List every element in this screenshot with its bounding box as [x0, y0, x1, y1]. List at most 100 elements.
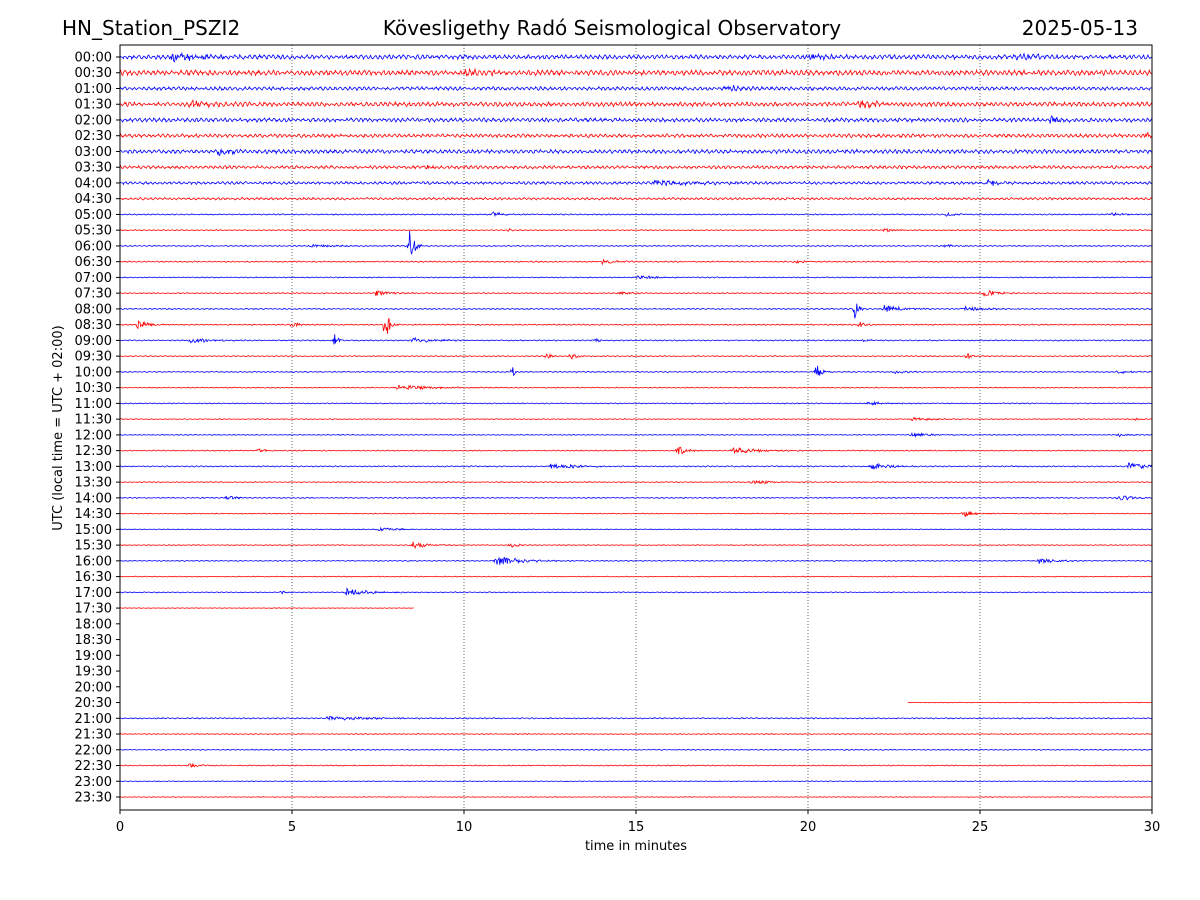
trace-2200 [119, 748, 1152, 751]
y-tick-label: 22:00 [75, 743, 112, 758]
y-tick-label: 12:30 [75, 444, 112, 459]
y-tick-label: 15:00 [75, 523, 112, 538]
y-tick-label: 19:30 [75, 665, 112, 680]
trace-0400 [119, 178, 1153, 187]
trace-2130 [119, 733, 1153, 735]
y-tick-label: 16:00 [75, 554, 112, 569]
y-tick-label: 07:30 [75, 287, 112, 302]
y-tick-label: 07:00 [75, 271, 112, 286]
y-tick-label: 21:30 [75, 728, 112, 743]
trace-1000 [119, 365, 1153, 377]
x-tick-label: 20 [800, 820, 817, 835]
y-tick-label: 20:00 [75, 680, 112, 695]
trace-0430 [119, 196, 1153, 201]
trace-1530 [119, 541, 1153, 550]
trace-0330 [119, 164, 1153, 171]
y-tick-label: 22:30 [75, 759, 112, 774]
trace-0600 [119, 230, 1152, 255]
station-name: HN_Station_PSZI2 [62, 16, 241, 40]
trace-1130 [119, 416, 1152, 422]
y-tick-label: 19:00 [75, 649, 112, 664]
y-tick-label: 05:00 [75, 208, 112, 223]
y-tick-label: 04:30 [75, 192, 112, 207]
y-tick-label: 16:30 [75, 570, 112, 585]
y-tick-label: 21:00 [75, 712, 112, 727]
y-tick-label: 10:00 [75, 365, 112, 380]
x-tick-label: 0 [116, 820, 124, 835]
y-tick-label: 02:00 [75, 113, 112, 128]
y-tick-label: 18:00 [75, 617, 112, 632]
x-axis-label: time in minutes [585, 839, 687, 854]
trace-2300 [119, 780, 1153, 783]
y-tick-label: 05:30 [75, 224, 112, 239]
trace-0200 [119, 115, 1153, 124]
trace-0900 [119, 334, 1153, 345]
y-tick-label: 12:00 [75, 428, 112, 443]
y-tick-label: 14:00 [75, 491, 112, 506]
y-tick-label: 14:30 [75, 507, 112, 522]
x-tick-label: 30 [1144, 820, 1161, 835]
y-tick-label: 06:30 [75, 255, 112, 270]
trace-2330 [119, 796, 1153, 798]
trace-0930 [119, 352, 1153, 360]
x-tick-label: 5 [288, 820, 296, 835]
x-tick-label: 10 [456, 820, 473, 835]
x-tick-label: 25 [972, 820, 989, 835]
y-tick-label: 23:30 [75, 791, 112, 806]
trace-2030 [907, 701, 1152, 704]
trace-0500 [119, 211, 1153, 218]
y-tick-label: 08:30 [75, 318, 112, 333]
trace-1500 [119, 526, 1153, 532]
trace-1300 [119, 462, 1153, 471]
trace-0300 [119, 148, 1153, 156]
y-tick-label: 00:00 [75, 51, 112, 66]
y-tick-label: 13:00 [75, 460, 112, 475]
trace-0230 [119, 131, 1153, 139]
trace-0700 [119, 275, 1153, 280]
trace-2230 [119, 762, 1152, 768]
y-tick-label: 06:00 [75, 239, 112, 254]
y-tick-label: 09:00 [75, 334, 112, 349]
y-tick-label: 17:00 [75, 586, 112, 601]
y-tick-label: 02:30 [75, 129, 112, 144]
trace-0130 [119, 98, 1153, 109]
trace-0630 [120, 258, 1153, 266]
trace-0100 [119, 85, 1153, 92]
trace-0830 [120, 317, 1152, 334]
y-tick-label: 10:30 [75, 381, 112, 396]
y-tick-label: 18:30 [75, 633, 112, 648]
y-tick-label: 11:30 [75, 413, 112, 428]
trace-1030 [119, 384, 1153, 391]
trace-1330 [119, 479, 1153, 485]
trace-1600 [119, 556, 1152, 565]
y-tick-label: 03:00 [75, 145, 112, 160]
y-tick-label: 04:00 [75, 176, 112, 191]
chart-date: 2025-05-13 [1021, 16, 1138, 40]
y-axis-label: UTC (local time = UTC + 02:00) [51, 325, 66, 530]
y-tick-label: 01:30 [75, 98, 112, 113]
trace-0530 [119, 227, 1153, 233]
trace-0730 [119, 289, 1153, 297]
y-tick-label: 00:30 [75, 66, 112, 81]
y-tick-label: 15:30 [75, 539, 112, 554]
y-tick-label: 08:00 [75, 302, 112, 317]
chart-title: Kövesligethy Radó Seismological Observat… [382, 16, 842, 40]
y-tick-label: 03:30 [75, 161, 112, 176]
trace-1430 [119, 510, 1153, 517]
trace-1700 [119, 587, 1153, 596]
trace-1200 [119, 431, 1153, 439]
y-tick-label: 11:00 [75, 397, 112, 412]
trace-2100 [119, 715, 1153, 721]
trace-0030 [119, 67, 1153, 78]
trace-1400 [119, 495, 1153, 501]
y-tick-label: 23:00 [75, 775, 112, 790]
trace-1630 [119, 575, 1153, 578]
y-tick-label: 20:30 [75, 696, 112, 711]
y-tick-label: 13:30 [75, 476, 112, 491]
y-tick-label: 09:30 [75, 350, 112, 365]
trace-0800 [119, 303, 1153, 319]
y-tick-label: 17:30 [75, 602, 112, 617]
trace-1230 [119, 446, 1153, 455]
